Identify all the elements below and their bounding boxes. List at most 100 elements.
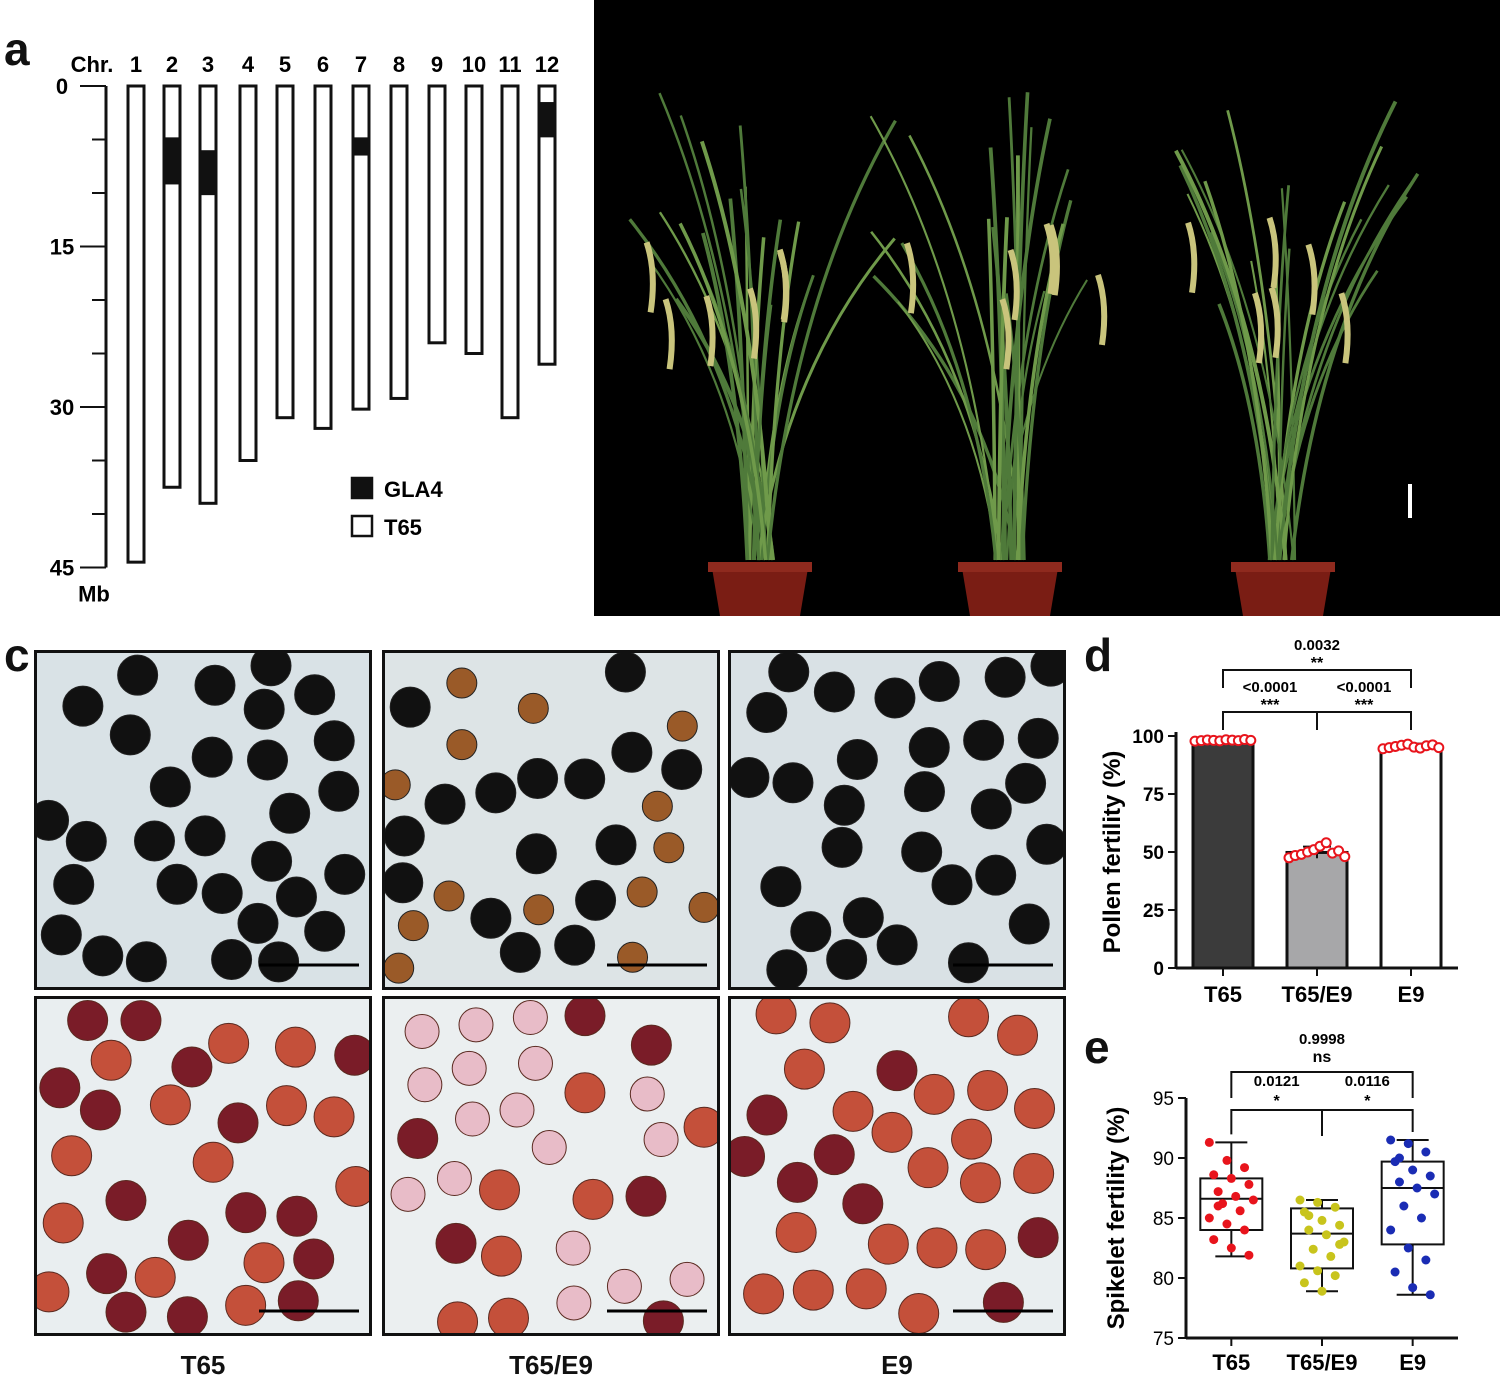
y-tick-label: 75: [1143, 785, 1165, 806]
pollen-grain: [997, 1014, 1039, 1056]
chromosome-bar: [198, 84, 218, 505]
pollen-grain: [688, 891, 717, 923]
pollen-grain: [669, 1261, 705, 1297]
data-point: [1244, 1179, 1254, 1189]
pollen-grain: [913, 1073, 955, 1115]
data-point: [1330, 1271, 1340, 1281]
data-point: [1226, 1173, 1236, 1183]
data-point: [1213, 1201, 1223, 1211]
data-point: [1308, 1244, 1318, 1254]
comparison-bracket: [1316, 711, 1412, 730]
pollen-grain: [876, 1050, 918, 1092]
p-value-label: 0.9998: [1299, 1031, 1345, 1048]
pollen-grain: [324, 853, 366, 895]
chromosome-bar: [389, 84, 409, 400]
data-point: [1295, 1261, 1305, 1271]
plant-leaf: [1203, 180, 1274, 561]
pollen-grain: [842, 897, 884, 939]
y-tick-label: 75: [1153, 1329, 1174, 1350]
pollen-grain: [642, 1300, 684, 1333]
comparison-bracket: [1222, 669, 1412, 688]
data-point: [1295, 1195, 1305, 1205]
pollen-grain: [963, 719, 1005, 761]
legend-swatch: [350, 514, 374, 538]
data-point: [1394, 1153, 1404, 1163]
data-point: [1204, 1137, 1214, 1147]
pollen-grain: [790, 911, 832, 953]
pollen-grain: [446, 667, 478, 699]
y-tick-label: 15: [50, 235, 74, 260]
pollen-grain: [512, 1000, 548, 1036]
pollen-grain: [630, 1024, 672, 1066]
micrograph-e9-acetocarmine: [728, 996, 1066, 1336]
y-tick-label: 0: [56, 74, 68, 99]
plant-leaf: [1001, 168, 1070, 561]
data-point: [1330, 1202, 1340, 1212]
pollen-grain: [617, 941, 649, 973]
scale-bar: [1408, 484, 1412, 518]
panel-letter-e: e: [1084, 1021, 1110, 1073]
pollen-grain: [643, 1122, 679, 1158]
chromosome-bar: [351, 84, 371, 411]
plant-leaf: [753, 304, 773, 561]
pollen-grain: [572, 1178, 614, 1220]
y-tick-label: 25: [1143, 901, 1165, 922]
data-point: [1226, 1243, 1236, 1253]
pollen-grain: [266, 1085, 308, 1127]
pollen-grain: [437, 1301, 479, 1333]
pollen-grain: [79, 1089, 121, 1131]
significance-stars: ***: [1261, 697, 1280, 714]
pollen-grain: [313, 720, 355, 762]
pollen-grain: [62, 685, 104, 727]
pollen-grain: [304, 910, 346, 952]
significance-stars: **: [1311, 655, 1324, 672]
plant-panicle: [904, 242, 917, 314]
y-tick-label: 100: [1132, 727, 1164, 748]
plant-leaf: [648, 260, 760, 561]
plant-panicle: [1047, 224, 1060, 296]
pollen-grain: [40, 914, 82, 956]
pollen-grain: [436, 1161, 472, 1197]
pollen-grain: [564, 1072, 606, 1114]
pollen-grain: [903, 771, 945, 813]
data-point: [1386, 1135, 1396, 1145]
pollen-grain: [556, 1285, 592, 1321]
pollen-grain: [275, 876, 317, 918]
data-point: [1222, 1219, 1232, 1229]
legend-label: T65: [384, 515, 422, 540]
data-point: [1403, 1243, 1413, 1253]
data-point: [1335, 1239, 1345, 1249]
plant-leaf: [1217, 303, 1272, 561]
pollen-grain: [167, 1219, 209, 1261]
y-tick-label: 80: [1153, 1269, 1174, 1290]
micrograph-label-t65e9: T65/E9: [509, 1350, 593, 1380]
pollen-fertility-chart: 0 25 50 75 100 Pollen fertility (%) T65 T65/E9 E…: [1099, 637, 1458, 1007]
pollen-grain: [475, 772, 517, 814]
chromosome-bar: [162, 84, 182, 489]
pollen-grain: [1017, 717, 1059, 759]
pollen-grain: [1008, 903, 1050, 945]
pollen-grain: [731, 756, 770, 798]
data-point: [1240, 1225, 1250, 1235]
data-point: [1326, 1251, 1336, 1261]
pollen-grain: [488, 1297, 530, 1333]
plant-leaf: [1277, 100, 1398, 561]
pollen-grain: [53, 863, 95, 905]
pollen-grain: [731, 1135, 766, 1177]
plant-panicle: [1095, 274, 1108, 346]
pollen-grain: [191, 736, 233, 778]
panel-letter-a: a: [4, 23, 30, 75]
data-point: [1304, 1225, 1314, 1235]
pollen-grain: [984, 656, 1026, 698]
pollen-grain: [276, 1195, 318, 1237]
chromosome-number: 11: [498, 52, 521, 77]
pollen-grain: [424, 783, 466, 825]
significance-stars: *: [1364, 1093, 1371, 1110]
pollen-grain: [480, 1235, 522, 1277]
pollen-grain: [208, 1022, 250, 1064]
pollen-grain: [970, 788, 1012, 830]
pollen-grain: [433, 880, 465, 912]
plant-leaf: [1269, 218, 1363, 561]
plant-leaf: [699, 140, 773, 561]
pollen-grain: [120, 1000, 162, 1042]
